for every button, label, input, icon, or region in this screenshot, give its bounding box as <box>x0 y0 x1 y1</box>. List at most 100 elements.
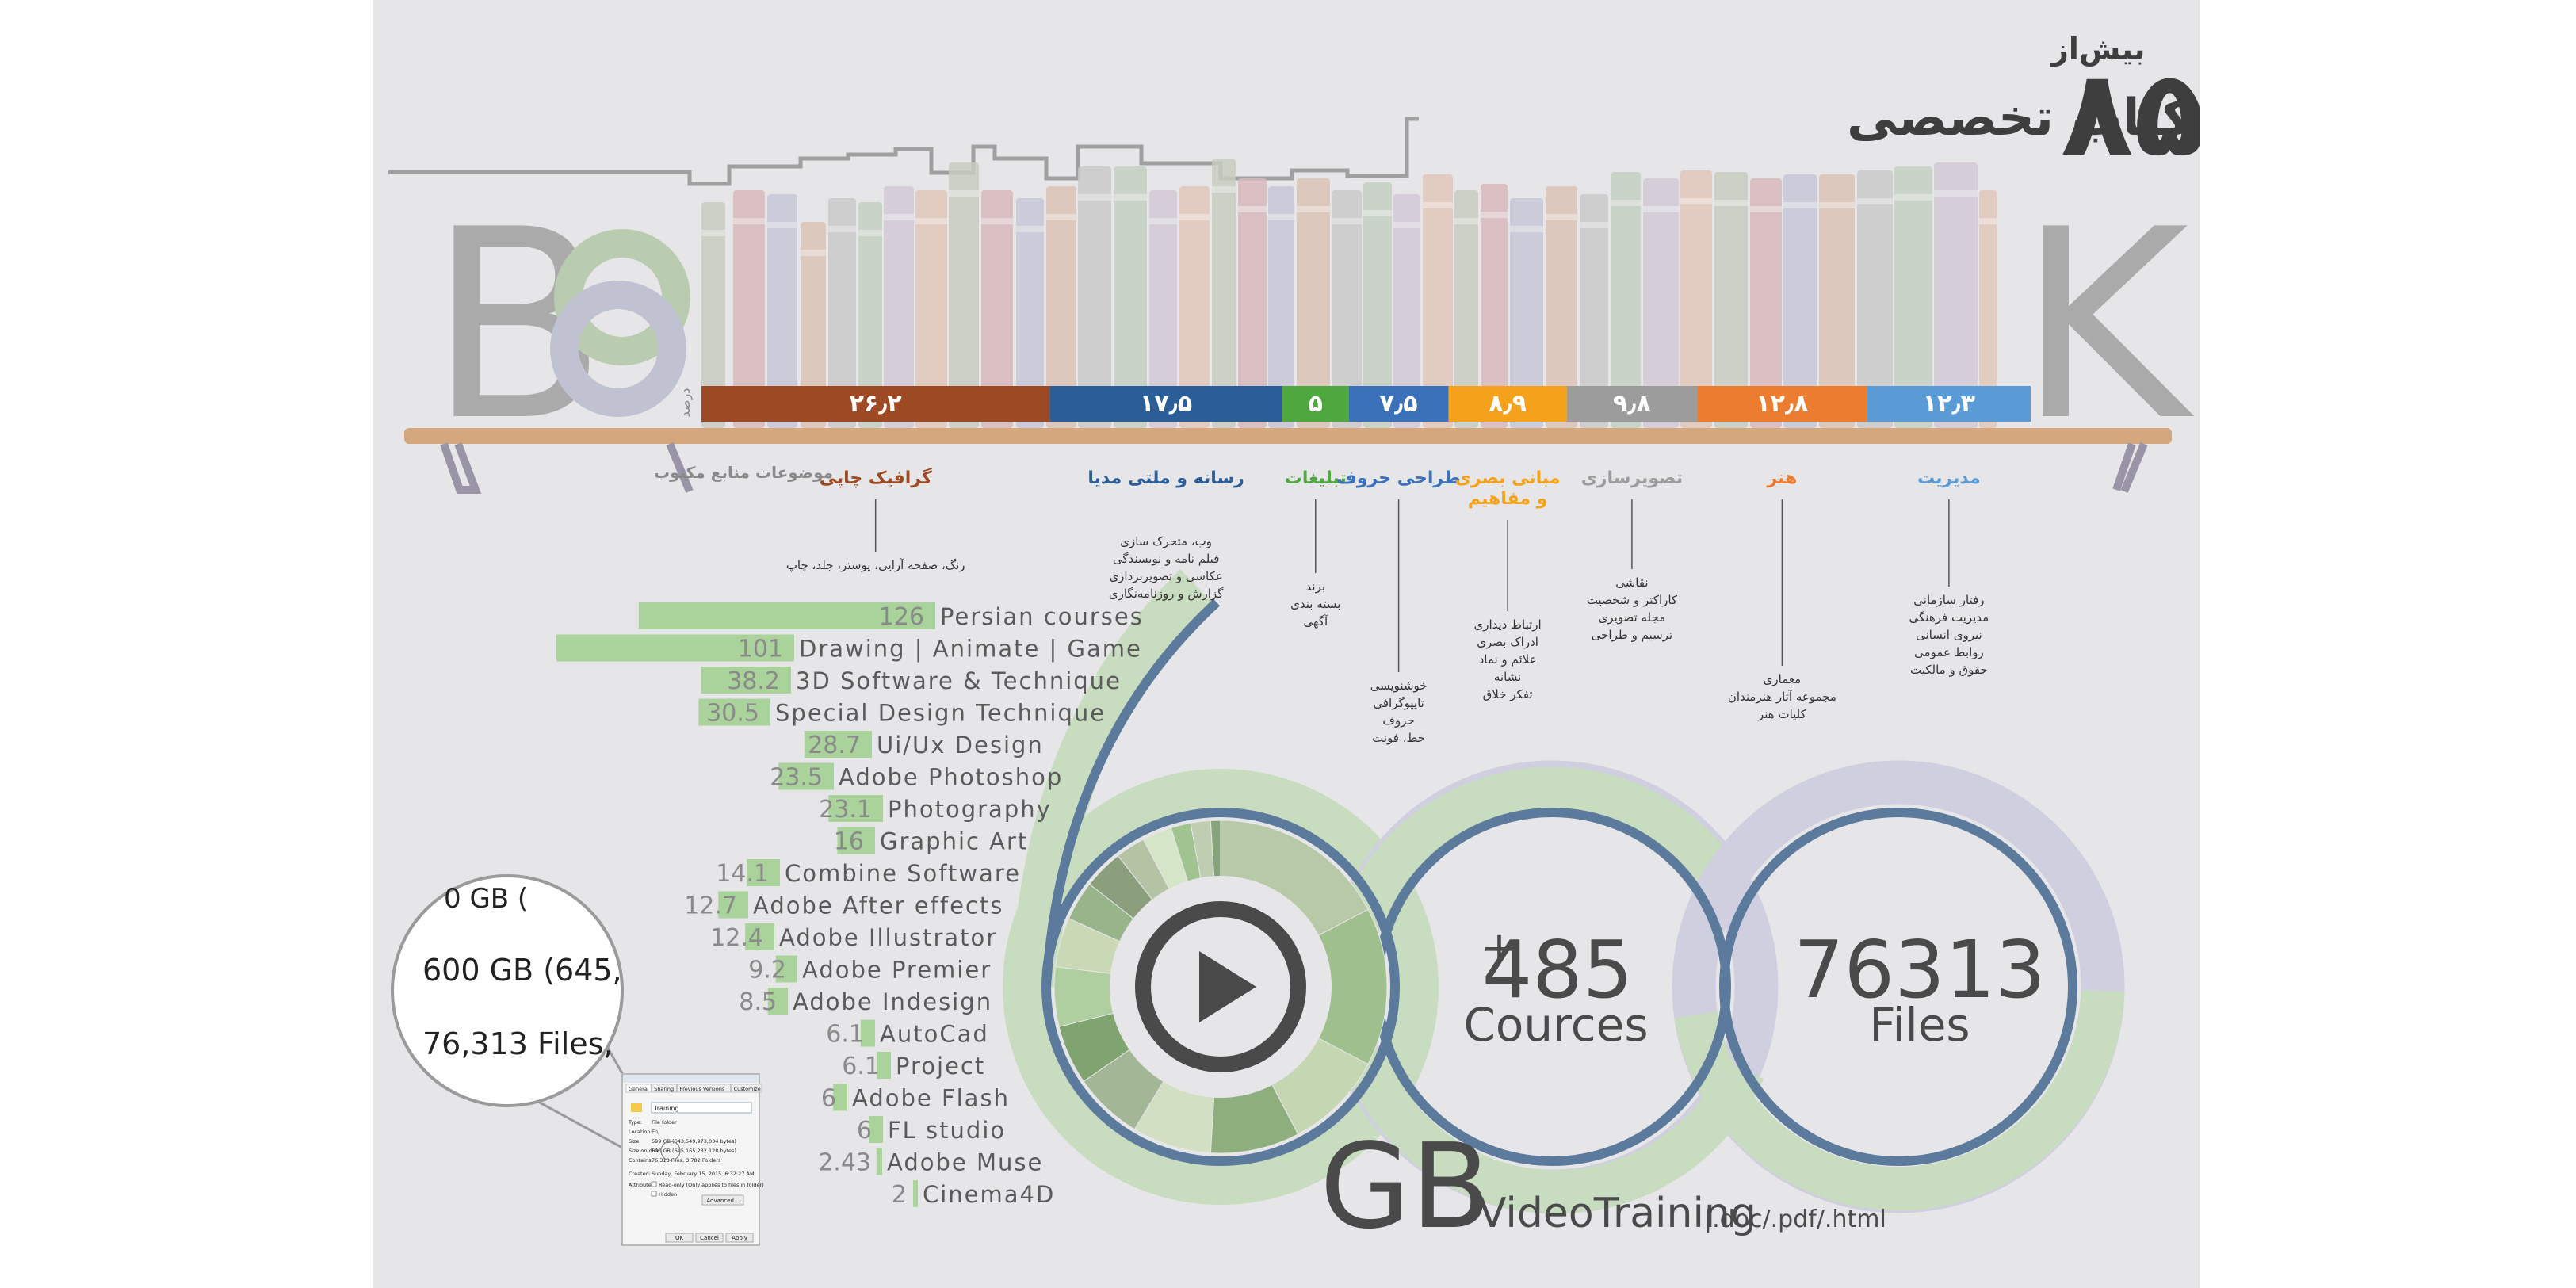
hbar[interactable] <box>556 634 794 662</box>
hbar-category-label: Combine Software <box>785 860 1021 887</box>
dialog-button[interactable] <box>665 1233 694 1243</box>
hbar-value: 38.2 <box>727 667 780 695</box>
book-band <box>1546 214 1577 220</box>
dialog-button[interactable] <box>695 1233 724 1243</box>
hbar[interactable] <box>745 923 774 950</box>
category-segment[interactable] <box>1867 386 2031 422</box>
hbar[interactable] <box>638 602 935 629</box>
dialog-button[interactable] <box>725 1233 754 1243</box>
book-band <box>1857 198 1893 204</box>
category-subtopic: نیروی انسانی <box>1916 628 1982 642</box>
book-spine <box>1783 174 1817 428</box>
hbar[interactable] <box>767 988 788 1015</box>
folder-name-field[interactable] <box>651 1102 752 1114</box>
hbar-value: 12.4 <box>710 924 763 952</box>
ring-zero1-green-lower <box>1343 1046 1764 1214</box>
category-segment[interactable] <box>1348 386 1449 422</box>
hbar-category-label: Graphic Art <box>880 828 1028 855</box>
dialog-tab[interactable] <box>651 1084 677 1093</box>
hbar-value: 9.2 <box>748 957 786 984</box>
hbar[interactable] <box>876 1052 891 1079</box>
book-spine <box>884 186 914 428</box>
category-segment[interactable] <box>701 386 1050 422</box>
dialog-tab[interactable] <box>677 1084 732 1093</box>
book-band <box>1393 222 1420 228</box>
play-triangle-icon[interactable] <box>1199 951 1256 1022</box>
dialog-tab-label: General <box>629 1086 649 1092</box>
book-band <box>1149 218 1177 224</box>
category-segment[interactable] <box>1697 386 1867 422</box>
category-value-label: ۲۶٫۲ <box>850 390 902 418</box>
hbar[interactable] <box>860 1019 875 1047</box>
infographic-svg: B K ۲۶٫۲ ۱۷٫۵ ۵ ۷٫۵ ۸٫۹ ۹٫۸ ۱۲٫۸ ۱۲٫۳ درصد موضو… <box>388 32 2200 1255</box>
category-subtopic: تایپوگرافی <box>1373 696 1424 711</box>
files-value: 76313 <box>1794 923 2046 1016</box>
category-title: رسانه و ملتی مدیا <box>1087 468 1244 488</box>
header-pre: بیش‌از <box>2050 32 2145 67</box>
hbar-value: 101 <box>738 636 783 663</box>
book-spine <box>1149 190 1177 428</box>
dialog-row-label: Type: <box>628 1119 642 1126</box>
category-subtopic: نشانه <box>1494 670 1521 684</box>
category-segment[interactable] <box>1448 386 1567 422</box>
hbar[interactable] <box>747 859 780 886</box>
hbar[interactable] <box>913 1180 919 1207</box>
stat-formats: |.doc/.pdf/.html <box>1704 1206 1886 1233</box>
book-band <box>1750 206 1782 212</box>
dialog-row-value: Hidden <box>659 1191 677 1198</box>
play-icon[interactable] <box>1135 901 1306 1072</box>
category-subtopic: کاراکتر و شخصیت <box>1587 593 1678 607</box>
shelf-bracket-left <box>440 442 694 494</box>
book-spine <box>1680 170 1712 428</box>
book-spine <box>1179 186 1210 428</box>
hbar[interactable] <box>837 827 875 854</box>
hbar-category-label: Adobe Indesign <box>793 988 992 1015</box>
book-spine <box>1078 166 1111 428</box>
book-spine <box>1393 194 1420 428</box>
hbar[interactable] <box>828 795 883 822</box>
letter-k: K <box>2017 174 2197 478</box>
category-segment[interactable] <box>1282 386 1349 422</box>
dialog-checkbox[interactable] <box>651 1191 657 1197</box>
dialog-tab-label: Customize <box>734 1086 761 1092</box>
hbar[interactable] <box>833 1084 847 1111</box>
category-title: مبانی بصری <box>1455 468 1561 488</box>
hbar[interactable] <box>778 762 834 790</box>
category-subtopic: گزارش و روزنامه‌نگاری <box>1109 587 1224 601</box>
dialog-tab[interactable] <box>625 1084 652 1093</box>
category-value-label: ۹٫۸ <box>1613 390 1651 418</box>
hbar[interactable] <box>701 667 791 694</box>
category-subtopic: وب، متحرک سازی <box>1120 534 1212 548</box>
book-spine <box>1046 186 1076 428</box>
hbar[interactable] <box>869 1116 883 1143</box>
dialog-checkbox[interactable] <box>651 1181 657 1187</box>
book-spine <box>1481 184 1508 428</box>
category-segment[interactable] <box>1566 386 1698 422</box>
hbar[interactable] <box>804 731 872 758</box>
book-spine <box>1819 174 1855 428</box>
hbar-category-label: FL studio <box>888 1117 1006 1144</box>
advanced-button[interactable] <box>701 1194 744 1206</box>
hbar[interactable] <box>698 698 770 726</box>
dialog-button-label: Cancel <box>700 1235 719 1241</box>
category-segment[interactable] <box>1049 386 1282 422</box>
ring-zero1-green-arc <box>1334 766 1734 942</box>
hbar[interactable] <box>775 955 797 983</box>
courses-plus: + <box>1481 923 1518 974</box>
hbar[interactable] <box>876 1148 882 1175</box>
dialog-buttons: OK Cancel Apply <box>665 1233 754 1243</box>
hbar-value: 2 <box>892 1181 907 1209</box>
hbar[interactable] <box>718 891 748 919</box>
hbar-category-label: Adobe Flash <box>852 1085 1010 1112</box>
dialog-highlight-circle <box>660 1141 681 1161</box>
dialog-tab[interactable] <box>731 1084 762 1093</box>
shelf: درصد موضوعات منابع مکتوب <box>404 388 2172 494</box>
category-title: گرافیک چاپی <box>820 467 932 488</box>
book-band <box>1979 218 1997 224</box>
category-subtopic: فیلم نامه و نویسندگی <box>1113 552 1220 566</box>
hbar-value: 6.1 <box>826 1021 864 1049</box>
book-spine <box>1546 186 1577 428</box>
book-band <box>1046 214 1076 220</box>
hbar-value: 8.5 <box>739 988 777 1016</box>
dialog-row-value: 76,313 Files, 3,782 Folders <box>652 1157 721 1164</box>
